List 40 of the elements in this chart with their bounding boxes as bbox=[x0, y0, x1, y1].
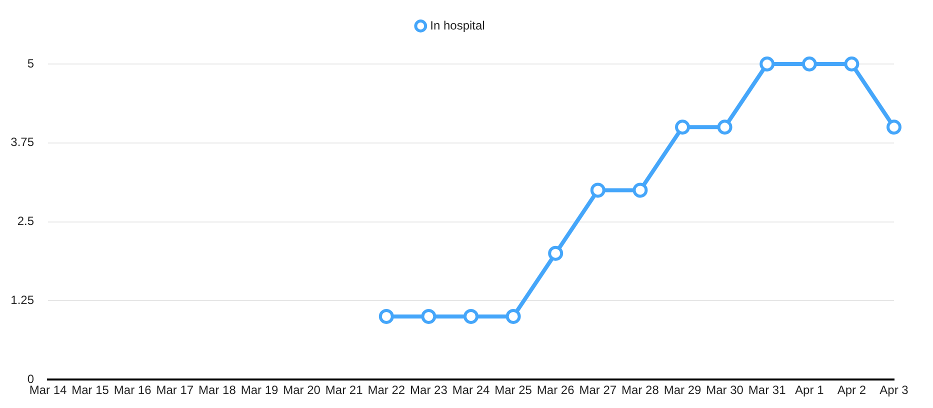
point bbox=[844, 56, 860, 72]
legend-label: In hospital bbox=[430, 18, 485, 32]
point bbox=[506, 308, 521, 324]
x-tick-label: Apr 1 bbox=[795, 383, 824, 398]
x-tick-label: Mar 23 bbox=[410, 383, 448, 398]
x-tick-label: Mar 15 bbox=[72, 383, 110, 398]
y-tick-label: 5 bbox=[27, 56, 34, 70]
point bbox=[548, 246, 564, 261]
y-tick-label: 0 bbox=[27, 372, 34, 386]
x-tick-label: Mar 29 bbox=[664, 383, 702, 398]
point bbox=[632, 182, 648, 198]
x-tick-label: Mar 18 bbox=[198, 383, 236, 398]
x-tick-label: Mar 19 bbox=[240, 383, 278, 398]
x-tick-label: Mar 27 bbox=[579, 383, 617, 398]
x-tick-label: Mar 17 bbox=[156, 383, 194, 398]
point bbox=[717, 120, 732, 135]
x-tick-label: Mar 31 bbox=[748, 383, 786, 398]
x-tick-label: Mar 28 bbox=[622, 383, 660, 398]
x-tick-label: Mar 21 bbox=[325, 383, 364, 398]
point bbox=[464, 308, 478, 324]
x-tick-label: Mar 22 bbox=[368, 383, 406, 398]
x-tick-label: Mar 30 bbox=[706, 383, 744, 398]
x-tick-label: Apr 2 bbox=[837, 383, 866, 398]
x-tick-label: Mar 14 bbox=[29, 383, 67, 398]
x-tick-label: Mar 25 bbox=[494, 383, 532, 398]
y-tick-label: 2.5 bbox=[17, 214, 34, 228]
point bbox=[760, 56, 775, 72]
y-tick-label: 1.25 bbox=[10, 293, 34, 308]
y-tick-label: 3.75 bbox=[10, 135, 34, 150]
point bbox=[675, 120, 690, 135]
point bbox=[886, 120, 902, 135]
x-tick-label: Mar 16 bbox=[114, 383, 152, 398]
x-tick-label: Mar 24 bbox=[452, 383, 490, 398]
point bbox=[421, 308, 436, 324]
x-tick-label: Mar 20 bbox=[283, 383, 321, 398]
point bbox=[378, 308, 394, 324]
point bbox=[590, 182, 606, 198]
x-tick-label: Apr 3 bbox=[880, 383, 909, 398]
point bbox=[802, 56, 817, 72]
x-tick-label: Mar 26 bbox=[536, 383, 575, 398]
